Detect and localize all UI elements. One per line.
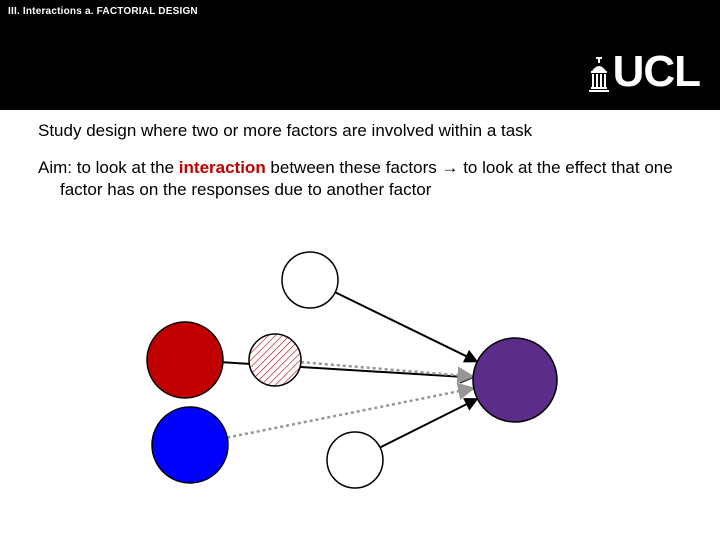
header-bar: III. Interactions a. FACTORIAL DESIGN UC… <box>0 0 720 110</box>
paragraph-2: Aim: to look at the interaction between … <box>38 157 688 200</box>
breadcrumb: III. Interactions a. FACTORIAL DESIGN <box>8 6 198 17</box>
node-red <box>147 322 223 398</box>
node-hatched <box>249 334 301 386</box>
factor-diagram <box>120 250 600 510</box>
p2-emph: interaction <box>179 158 266 177</box>
body-text: Study design where two or more factors a… <box>38 120 688 200</box>
node-white_top <box>282 252 338 308</box>
logo-text: UCL <box>613 50 700 94</box>
paragraph-1: Study design where two or more factors a… <box>38 120 688 141</box>
edge <box>380 399 477 448</box>
edge <box>335 292 477 361</box>
node-purple <box>473 338 557 422</box>
node-white_bottom <box>327 432 383 488</box>
ucl-logo: UCL <box>589 50 700 94</box>
dome-icon <box>589 54 609 94</box>
node-blue <box>152 407 228 483</box>
edge <box>227 388 474 437</box>
p2-pre: Aim: to look at the <box>38 158 179 177</box>
